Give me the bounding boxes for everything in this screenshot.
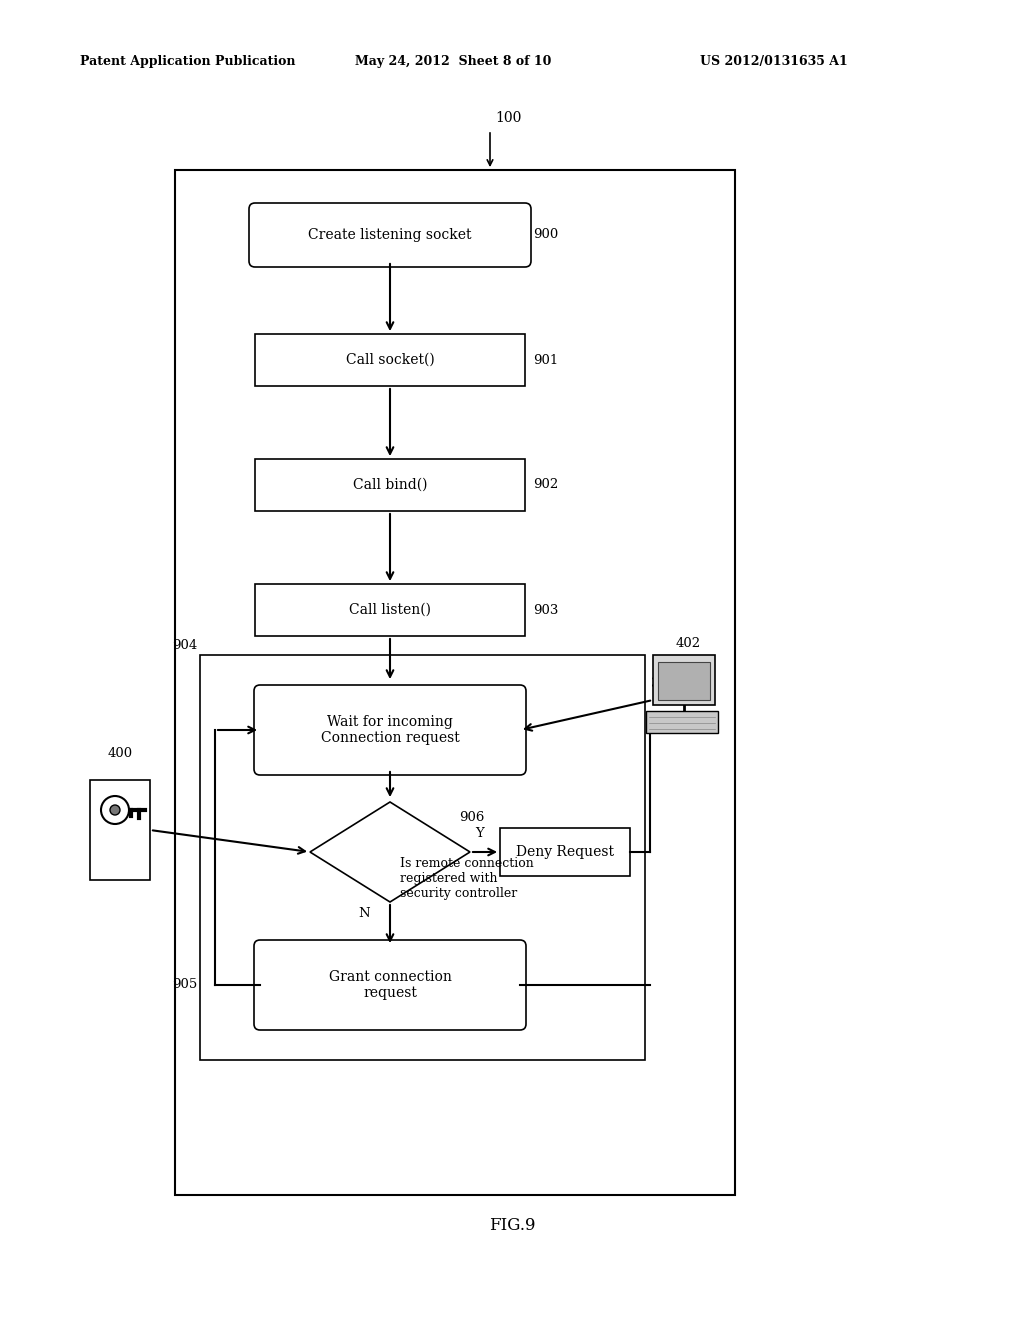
- Text: 400: 400: [108, 747, 132, 760]
- Text: 900: 900: [534, 228, 558, 242]
- Text: 906: 906: [460, 810, 485, 824]
- Bar: [90, 780, 150, 880]
- Text: 901: 901: [534, 354, 558, 367]
- FancyBboxPatch shape: [254, 940, 526, 1030]
- Text: Grant connection
request: Grant connection request: [329, 970, 452, 1001]
- Bar: [175, 170, 735, 1195]
- Text: US 2012/0131635 A1: US 2012/0131635 A1: [700, 55, 848, 69]
- Text: Deny Request: Deny Request: [516, 845, 614, 859]
- Bar: [500, 828, 630, 876]
- Circle shape: [101, 796, 129, 824]
- Text: 100: 100: [495, 111, 521, 125]
- Bar: [255, 459, 525, 511]
- Text: Create listening socket: Create listening socket: [308, 228, 472, 242]
- Text: Y: Y: [475, 828, 483, 840]
- FancyBboxPatch shape: [254, 685, 526, 775]
- Text: Call bind(): Call bind(): [352, 478, 427, 492]
- Bar: [653, 655, 715, 705]
- Text: N: N: [358, 907, 370, 920]
- Text: Wait for incoming
Connection request: Wait for incoming Connection request: [321, 715, 460, 744]
- FancyBboxPatch shape: [249, 203, 531, 267]
- Text: Call socket(): Call socket(): [346, 352, 434, 367]
- Text: Call listen(): Call listen(): [349, 603, 431, 616]
- Text: 903: 903: [534, 603, 558, 616]
- Text: 902: 902: [534, 479, 558, 491]
- Text: Is remote connection
registered with
security controller: Is remote connection registered with sec…: [400, 857, 534, 900]
- Bar: [646, 711, 718, 733]
- Bar: [255, 583, 525, 636]
- Bar: [200, 655, 645, 1060]
- Polygon shape: [310, 803, 470, 902]
- Text: 905: 905: [172, 978, 197, 991]
- Text: Patent Application Publication: Patent Application Publication: [80, 55, 296, 69]
- Text: 402: 402: [676, 638, 700, 649]
- Text: FIG.9: FIG.9: [488, 1217, 536, 1233]
- Bar: [255, 334, 525, 385]
- Text: 904: 904: [172, 639, 197, 652]
- Circle shape: [110, 805, 120, 814]
- Bar: [658, 663, 710, 700]
- Text: 301: 301: [650, 677, 676, 690]
- Text: May 24, 2012  Sheet 8 of 10: May 24, 2012 Sheet 8 of 10: [355, 55, 551, 69]
